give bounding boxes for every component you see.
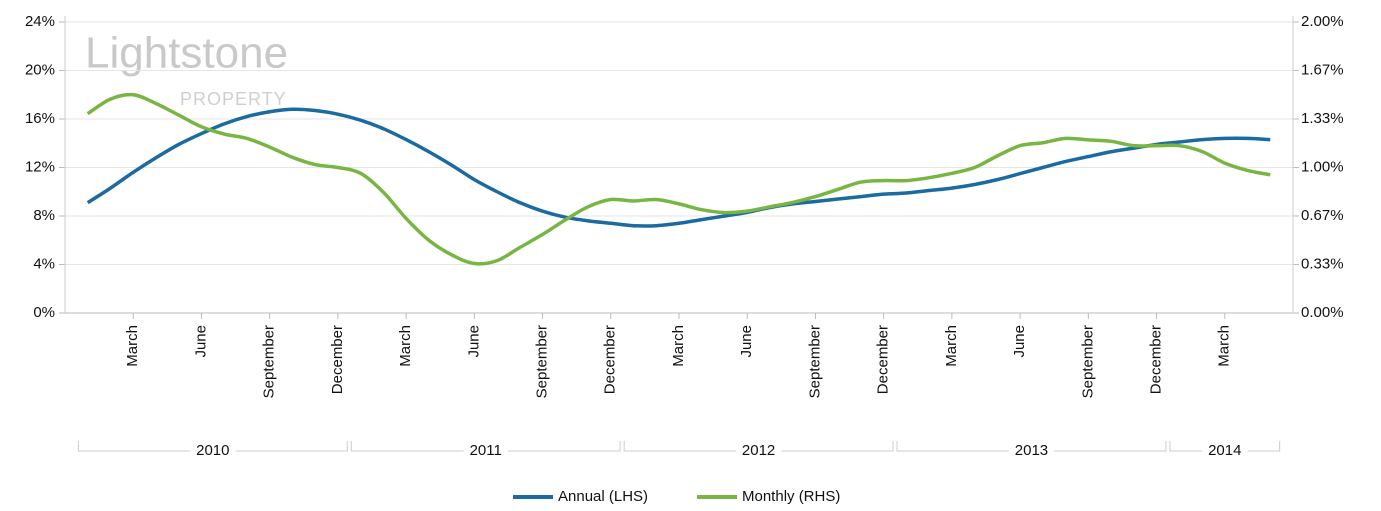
y-tick-label: 20%	[25, 61, 55, 78]
x-tick-label: March	[124, 325, 141, 367]
x-tick-label: March	[943, 325, 960, 367]
x-tick-label: June	[1011, 325, 1028, 358]
legend-label: Annual (LHS)	[558, 488, 648, 505]
series-line	[86, 92, 1271, 266]
y-tick-label: 16%	[25, 110, 55, 127]
x-tick-label: March	[1216, 325, 1233, 367]
x-tick-label: December	[329, 325, 346, 394]
year-label-bg	[735, 441, 782, 459]
year-label: 2013	[1015, 442, 1048, 459]
year-label: 2012	[742, 442, 775, 459]
y2-tick-label: 0.00%	[1301, 304, 1344, 321]
year-label-bg	[1202, 441, 1248, 459]
x-tick-label: March	[670, 325, 687, 367]
year-label-bg	[190, 441, 236, 459]
y2-tick-label: 0.67%	[1301, 207, 1344, 224]
year-label: 2014	[1208, 442, 1241, 459]
y-tick-label: 24%	[25, 13, 55, 30]
x-tick-label: September	[1079, 325, 1096, 398]
series-line	[86, 107, 1271, 228]
y2-tick-label: 0.33%	[1301, 256, 1344, 273]
y-tick-label: 8%	[33, 207, 55, 224]
x-tick-label: September	[806, 325, 823, 398]
x-tick-label: June	[192, 325, 209, 358]
x-tick-label: December	[875, 325, 892, 394]
year-label: 2010	[196, 442, 229, 459]
x-tick-label: March	[397, 325, 414, 367]
x-tick-label: June	[738, 325, 755, 358]
y-tick-label: 12%	[25, 158, 55, 175]
watermark-title: Lightstone	[85, 29, 288, 78]
x-tick-label: September	[534, 325, 551, 398]
legend-label: Monthly (RHS)	[742, 488, 840, 505]
year-label-bg	[1008, 441, 1055, 459]
watermark-subtitle: PROPERTY	[180, 89, 287, 109]
year-label: 2011	[470, 442, 502, 459]
x-tick-label: December	[602, 325, 619, 394]
y2-tick-label: 1.67%	[1301, 61, 1344, 78]
y2-tick-label: 2.00%	[1301, 13, 1344, 30]
x-tick-label: September	[261, 325, 278, 398]
year-label-bg	[463, 441, 508, 459]
y2-tick-label: 1.33%	[1301, 110, 1344, 127]
x-tick-label: June	[465, 325, 482, 358]
y-tick-label: 4%	[33, 255, 55, 272]
y2-tick-label: 1.00%	[1301, 158, 1344, 175]
x-tick-label: December	[1148, 325, 1165, 394]
y-tick-label: 0%	[33, 304, 55, 321]
